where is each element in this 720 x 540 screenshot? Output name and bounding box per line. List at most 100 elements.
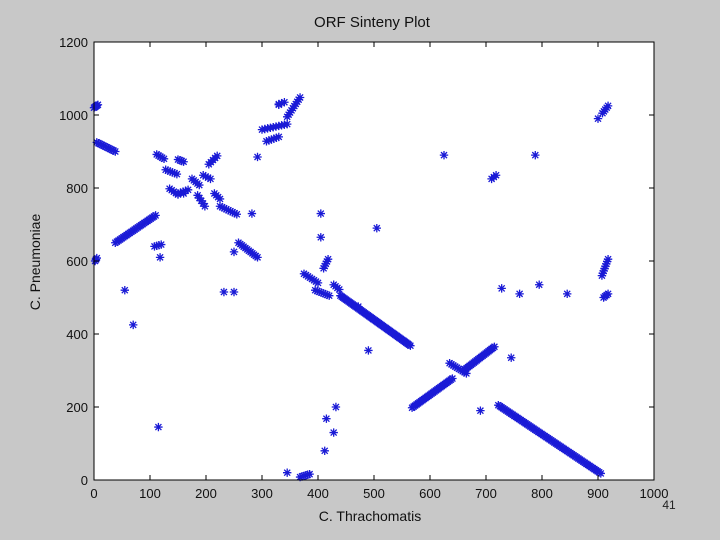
data-point (321, 259, 331, 268)
data-point (596, 469, 605, 478)
data-point (372, 223, 381, 233)
data-point (179, 189, 188, 198)
data-point (598, 269, 607, 278)
data-point (507, 353, 516, 362)
data-point (215, 194, 225, 204)
data-point (129, 320, 138, 330)
data-point (593, 114, 603, 123)
data-point (319, 289, 328, 298)
data-point (267, 135, 276, 144)
data-point (305, 469, 314, 479)
data-point (217, 203, 227, 212)
data-point (224, 206, 233, 215)
data-point (203, 173, 213, 182)
plot-area (94, 42, 654, 480)
data-point (165, 167, 175, 176)
data-point (602, 259, 611, 269)
x-tick-label: 800 (531, 486, 553, 501)
data-point (201, 172, 210, 181)
data-point (497, 284, 506, 293)
data-point (316, 209, 325, 218)
data-point (264, 136, 274, 145)
data-point (335, 285, 344, 294)
data-point (603, 254, 613, 264)
x-tick-label: 500 (363, 486, 385, 501)
data-point (313, 286, 322, 296)
data-point (277, 98, 286, 108)
x-tick-label: 0 (90, 486, 97, 501)
data-point (321, 289, 330, 299)
data-point (322, 414, 331, 423)
data-point (111, 147, 120, 156)
data-point (603, 101, 613, 111)
y-tick-label: 800 (66, 181, 88, 196)
data-point (315, 287, 324, 296)
data-point (228, 208, 237, 217)
data-point (280, 98, 289, 107)
data-point (213, 151, 222, 161)
data-point (219, 287, 229, 297)
data-point (157, 240, 166, 249)
data-point (563, 289, 572, 299)
data-point (206, 174, 215, 184)
data-point (173, 189, 183, 198)
data-point (320, 261, 329, 271)
data-point (295, 93, 305, 102)
data-point (599, 266, 608, 276)
x-axis-label: C. Thrachomatis (319, 508, 421, 524)
data-point (229, 287, 239, 297)
data-point (269, 134, 279, 143)
data-point (161, 165, 170, 174)
data-point (92, 253, 101, 263)
data-point (232, 210, 241, 219)
data-point (325, 291, 334, 300)
data-point (364, 346, 373, 355)
data-point (323, 290, 332, 300)
data-point (322, 257, 332, 266)
data-point (323, 254, 333, 264)
data-point (601, 262, 610, 271)
data-point (283, 468, 292, 477)
data-point (354, 302, 363, 311)
data-point (313, 278, 323, 288)
x-tick-label: 200 (195, 486, 217, 501)
data-point (170, 169, 179, 178)
data-point (491, 171, 501, 180)
y-tick-label: 0 (81, 473, 88, 488)
data-point (283, 119, 292, 129)
data-point (274, 132, 283, 142)
slide-number: 41 (662, 498, 676, 512)
data-point (406, 341, 415, 350)
data-point (316, 233, 325, 242)
data-point (195, 180, 204, 190)
x-tick-label: 700 (475, 486, 497, 501)
data-point (535, 280, 544, 289)
chart-title: ORF Sinteny Plot (314, 14, 431, 31)
data-point (329, 428, 338, 437)
y-tick-label: 200 (66, 400, 88, 415)
x-tick-label: 600 (419, 486, 441, 501)
data-point (476, 406, 485, 415)
data-point (226, 207, 235, 216)
data-point (247, 209, 257, 218)
data-point (176, 188, 185, 197)
data-point (222, 205, 231, 214)
data-point (448, 374, 457, 383)
data-point (597, 271, 607, 280)
data-point (262, 137, 271, 146)
data-point (331, 402, 341, 412)
data-point (172, 169, 182, 179)
data-point (154, 422, 163, 432)
data-point (200, 202, 210, 211)
x-tick-label: 100 (139, 486, 161, 501)
data-point (319, 264, 328, 273)
x-tick-label: 900 (587, 486, 609, 501)
data-point (253, 253, 262, 262)
data-point (93, 100, 103, 109)
data-point (120, 286, 129, 295)
data-point (151, 211, 160, 220)
data-point (175, 156, 185, 165)
data-point (173, 155, 183, 164)
data-point (603, 289, 613, 299)
